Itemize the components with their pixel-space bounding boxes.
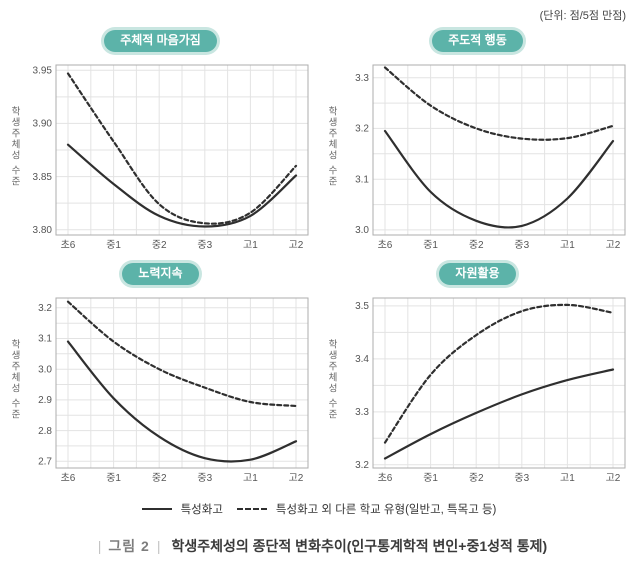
svg-text:중3: 중3 bbox=[514, 239, 529, 251]
solid-line-sample bbox=[141, 508, 172, 510]
svg-text:3.3: 3.3 bbox=[355, 73, 369, 84]
chart-block-resource-utilization: 자원활용 학생주체성 수준 3.2 3.3 3.4 3.5 초6 중1 중2 중3 고1 고2 bbox=[323, 259, 632, 488]
svg-text:중1: 중1 bbox=[106, 472, 121, 484]
y-axis-label: 학생주체성 수준 bbox=[326, 106, 337, 188]
svg-text:중2: 중2 bbox=[469, 472, 484, 484]
svg-text:고1: 고1 bbox=[243, 240, 258, 251]
charts-grid: 주체적 마음가짐 학생주체성 수준 3.80 3.85 3.90 3.95 초6 중1 중2… bbox=[6, 26, 632, 488]
svg-text:3.3: 3.3 bbox=[355, 407, 369, 418]
svg-text:3.2: 3.2 bbox=[355, 124, 369, 135]
svg-text:초6: 초6 bbox=[61, 239, 76, 251]
chart-title-badge: 자원활용 bbox=[439, 263, 516, 285]
svg-text:중3: 중3 bbox=[197, 472, 212, 484]
legend-label-dashed: 특성화고 외 다른 학교 유형(일반고, 특목고 등) bbox=[275, 504, 497, 516]
svg-text:고2: 고2 bbox=[606, 473, 621, 484]
svg-text:중1: 중1 bbox=[106, 239, 121, 251]
svg-text:3.1: 3.1 bbox=[355, 174, 369, 185]
svg-text:중2: 중2 bbox=[152, 472, 167, 484]
line-chart-resource-utilization: 3.2 3.3 3.4 3.5 초6 중1 중2 중3 고1 고2 bbox=[355, 297, 626, 484]
svg-text:고1: 고1 bbox=[560, 473, 575, 484]
chart-block-effort-persistence: 노력지속 학생주체성 수준 2.7 2.8 2.9 3.0 3.1 3.2 초6 중1 중2 중3… bbox=[6, 259, 315, 488]
caption-figure-number: 그림 2 bbox=[108, 538, 150, 554]
svg-text:3.80: 3.80 bbox=[33, 225, 53, 236]
svg-text:중3: 중3 bbox=[514, 472, 529, 484]
svg-text:고1: 고1 bbox=[560, 240, 575, 251]
svg-text:2.7: 2.7 bbox=[38, 456, 52, 467]
legend-item-solid: 특성화고 bbox=[141, 501, 223, 517]
line-chart-proactive-behavior: 3.0 3.1 3.2 3.3 초6 중1 중2 중3 고1 고2 bbox=[355, 64, 626, 251]
caption-text: 학생주체성의 종단적 변화추이(인구통계학적 변인+중1성적 통제) bbox=[171, 538, 548, 554]
svg-text:고2: 고2 bbox=[289, 473, 304, 484]
svg-text:초6: 초6 bbox=[378, 472, 393, 484]
svg-text:초6: 초6 bbox=[378, 239, 393, 251]
figure-caption: | 그림 2 | 학생주체성의 종단적 변화추이(인구통계학적 변인+중1성적 통제) bbox=[6, 536, 632, 556]
svg-text:3.95: 3.95 bbox=[33, 66, 53, 77]
svg-text:초6: 초6 bbox=[61, 472, 76, 484]
caption-bar-left: | bbox=[97, 538, 102, 554]
chart-block-subjective-mindset: 주체적 마음가짐 학생주체성 수준 3.80 3.85 3.90 3.95 초6 중1 중2… bbox=[6, 26, 315, 255]
svg-text:3.85: 3.85 bbox=[33, 172, 53, 183]
svg-text:3.90: 3.90 bbox=[33, 119, 53, 130]
svg-text:중2: 중2 bbox=[152, 239, 167, 251]
svg-text:3.5: 3.5 bbox=[355, 301, 369, 312]
y-axis-label: 학생주체성 수준 bbox=[326, 339, 337, 421]
chart-title-badge: 노력지속 bbox=[122, 263, 199, 285]
unit-note: (단위: 점/5점 만점) bbox=[539, 10, 626, 22]
svg-text:중1: 중1 bbox=[423, 239, 438, 251]
svg-text:중3: 중3 bbox=[197, 239, 212, 251]
svg-text:고2: 고2 bbox=[289, 240, 304, 251]
svg-text:중1: 중1 bbox=[423, 472, 438, 484]
chart-title-badge: 주체적 마음가짐 bbox=[104, 30, 217, 52]
svg-text:3.4: 3.4 bbox=[355, 354, 369, 365]
legend: 특성화고 특성화고 외 다른 학교 유형(일반고, 특목고 등) bbox=[6, 500, 632, 518]
svg-text:고1: 고1 bbox=[243, 473, 258, 484]
legend-item-dashed: 특성화고 외 다른 학교 유형(일반고, 특목고 등) bbox=[236, 501, 497, 517]
line-chart-subjective-mindset: 3.80 3.85 3.90 3.95 초6 중1 중2 중3 고1 고2 bbox=[33, 64, 309, 251]
y-axis-label: 학생주체성 수준 bbox=[9, 339, 20, 421]
caption-bar-right: | bbox=[156, 538, 161, 554]
svg-text:2.9: 2.9 bbox=[38, 395, 52, 406]
svg-text:고2: 고2 bbox=[606, 240, 621, 251]
svg-text:3.2: 3.2 bbox=[38, 303, 52, 314]
svg-text:중2: 중2 bbox=[469, 239, 484, 251]
chart-block-proactive-behavior: 주도적 행동 학생주체성 수준 3.0 3.1 3.2 3.3 초6 중1 중2 중3 고1 고2 bbox=[323, 26, 632, 255]
y-axis-label: 학생주체성 수준 bbox=[9, 106, 20, 188]
line-chart-effort-persistence: 2.7 2.8 2.9 3.0 3.1 3.2 초6 중1 중2 중3 고1 고2 bbox=[38, 297, 309, 484]
chart-title-badge: 주도적 행동 bbox=[432, 30, 523, 52]
dashed-line-sample bbox=[236, 508, 267, 510]
legend-label-solid: 특성화고 bbox=[180, 504, 223, 516]
svg-text:3.0: 3.0 bbox=[38, 364, 52, 375]
svg-text:3.2: 3.2 bbox=[355, 460, 369, 471]
svg-text:3.1: 3.1 bbox=[38, 334, 52, 345]
svg-text:2.8: 2.8 bbox=[38, 426, 52, 437]
svg-text:3.0: 3.0 bbox=[355, 225, 369, 236]
